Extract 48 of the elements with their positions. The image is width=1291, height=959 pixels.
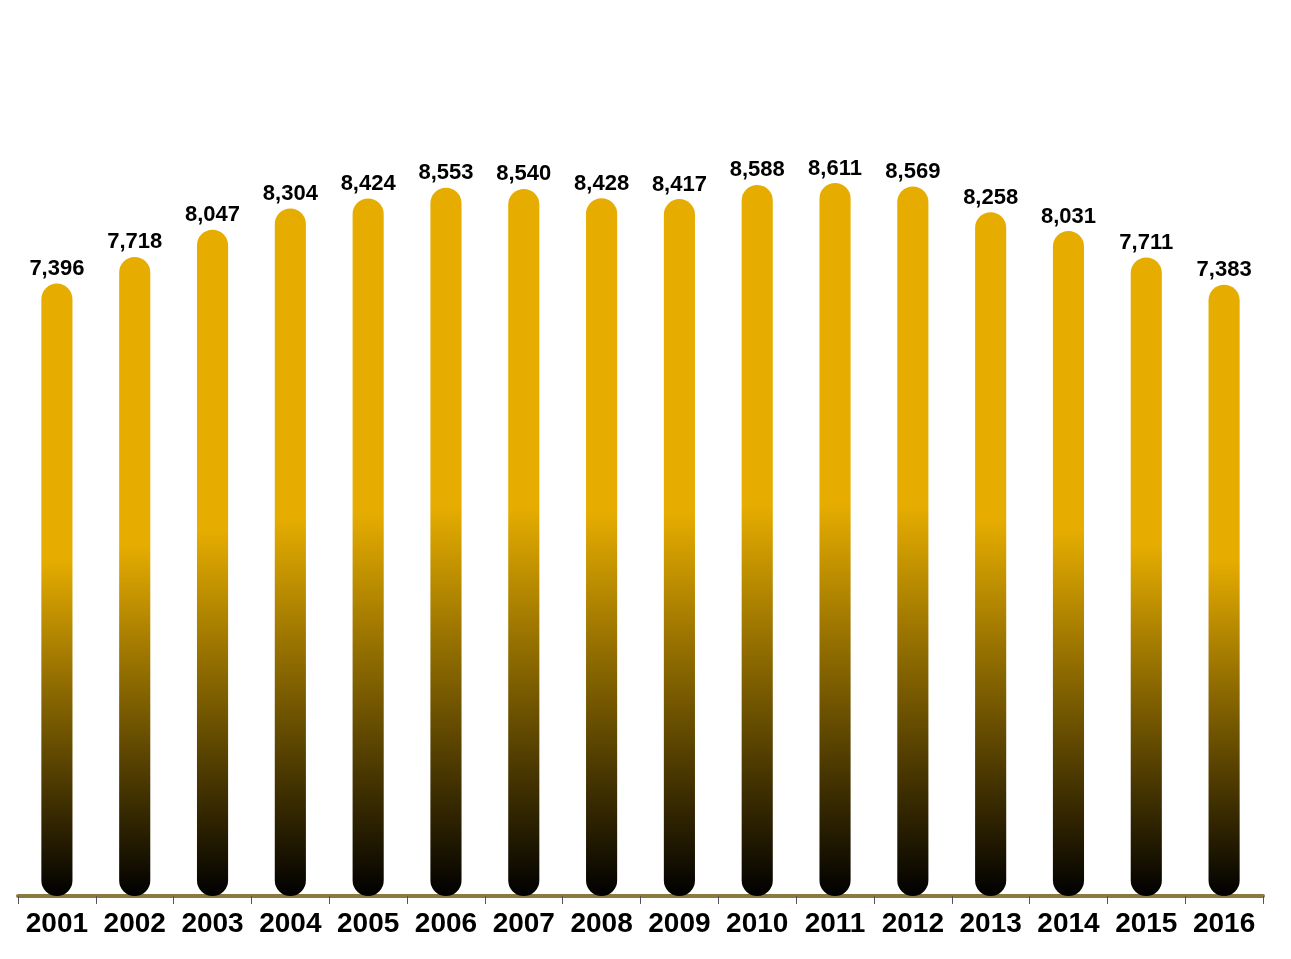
bar — [274, 208, 306, 896]
data-label: 8,258 — [963, 183, 1019, 209]
data-label: 8,428 — [574, 169, 630, 195]
bar — [1130, 257, 1162, 896]
data-label: 8,304 — [262, 179, 319, 205]
bar — [1052, 231, 1085, 896]
x-tick-label: 2006 — [414, 906, 478, 938]
bar — [975, 212, 1007, 896]
bar — [430, 187, 462, 896]
bar — [119, 256, 151, 896]
data-label: 8,424 — [340, 169, 397, 195]
data-label: 7,383 — [1196, 256, 1252, 282]
x-tick-label: 2001 — [25, 906, 89, 938]
bar — [196, 229, 229, 896]
x-tick-label: 2005 — [337, 906, 400, 938]
x-tick-label: 2016 — [1192, 906, 1256, 938]
x-tick-label: 2004 — [259, 906, 322, 938]
data-label: 8,569 — [885, 157, 941, 183]
data-label: 8,047 — [185, 201, 241, 227]
data-label: 8,588 — [729, 156, 785, 182]
x-tick-label: 2014 — [1037, 906, 1101, 938]
data-label: 8,611 — [808, 154, 862, 180]
bar — [819, 183, 851, 896]
data-label: 8,031 — [1040, 202, 1096, 228]
data-label: 7,711 — [1119, 229, 1174, 255]
bar — [508, 188, 540, 896]
x-tick-label: 2015 — [1115, 906, 1178, 938]
x-tick-label: 2011 — [804, 906, 866, 938]
x-tick-label: 2007 — [492, 906, 555, 938]
x-tick-label: 2012 — [881, 906, 944, 938]
bar — [41, 283, 73, 896]
x-tick-label: 2008 — [570, 906, 633, 938]
x-tick-label: 2009 — [648, 906, 711, 938]
bar — [741, 184, 773, 896]
bar — [352, 198, 384, 896]
bar — [586, 198, 618, 896]
data-label: 7,718 — [107, 228, 163, 254]
bar — [663, 199, 695, 896]
data-label: 7,396 — [29, 255, 85, 281]
data-label: 8,417 — [651, 170, 707, 196]
x-tick-label: 2013 — [959, 906, 1022, 938]
data-label: 8,540 — [496, 160, 552, 186]
bar — [897, 186, 929, 896]
bar — [1208, 284, 1240, 896]
data-label: 8,553 — [418, 159, 474, 185]
x-tick-label: 2010 — [726, 906, 789, 938]
x-tick-label: 2002 — [103, 906, 166, 938]
x-tick-label: 2003 — [181, 906, 244, 938]
